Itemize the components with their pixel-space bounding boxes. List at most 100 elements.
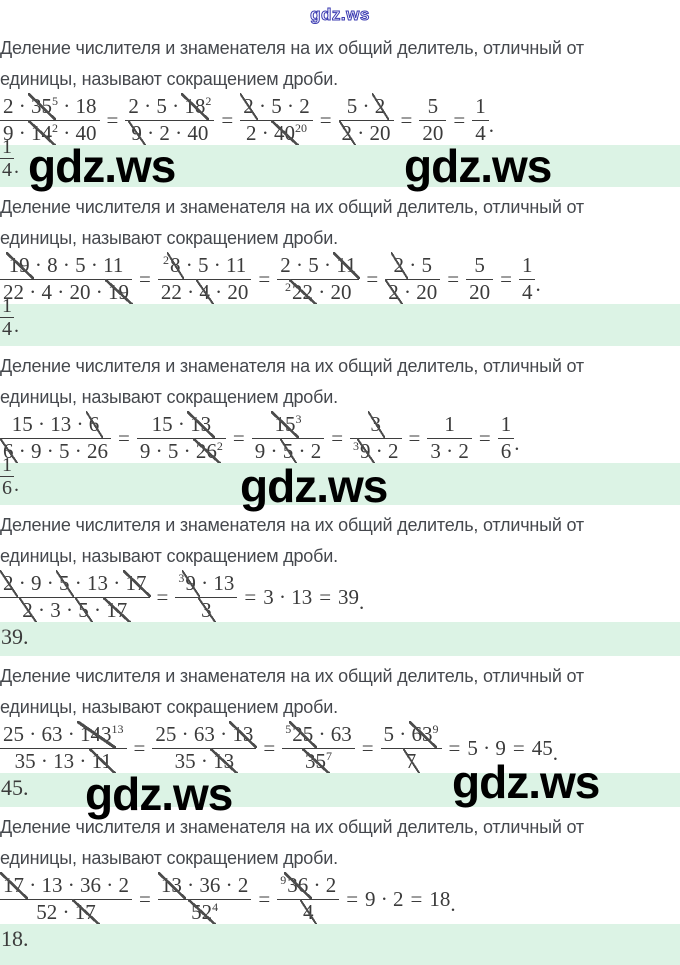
equals-sign: = (366, 266, 379, 291)
multiplication-dot: · (440, 438, 459, 463)
cancelled-number: 9 (182, 570, 200, 597)
multiplication-dot: · (52, 279, 70, 304)
cancelled-number: 13 (187, 411, 216, 438)
numerator: 28 · 5 · 11 (157, 252, 252, 280)
multiplication-dot: · (370, 438, 389, 463)
numerator: 5 (466, 253, 494, 280)
denominator: 3 · 2 (427, 439, 472, 464)
number: 2 (280, 252, 291, 277)
cancelled-number: 25 (289, 721, 318, 748)
denominator: 52 · 17 (0, 898, 132, 925)
fraction: 39 · 13 3 (175, 570, 238, 623)
multiplication-dot: · (24, 721, 42, 746)
cancelled-number: 18 (181, 93, 210, 120)
right-superscript: 3 (295, 411, 302, 426)
numerator: 15 · 13 (136, 411, 226, 439)
equation: 17 · 13 · 36 · 2 52 · 17 = 13 · 36 · 2 524 = 9… (0, 872, 680, 925)
cancelled-number: 36 (284, 872, 313, 899)
numerator: 2 · 5 · 11 (277, 252, 361, 280)
multiplication-dot: · (32, 411, 51, 436)
number: 20 (369, 120, 391, 145)
numerator: 19 · 8 · 5 · 11 (0, 252, 132, 280)
denominator: 3 (175, 596, 237, 623)
cancelled-number: 17 (71, 898, 100, 925)
right-superscript: 2 (205, 93, 212, 108)
definition-line-1: Деление числителя и знаменателя на их об… (0, 38, 584, 58)
number: 5 (75, 252, 86, 277)
equals-sign: = (319, 584, 332, 609)
number: 5 (308, 252, 319, 277)
multiplication-dot: · (69, 570, 87, 595)
cancelled-number: 17 (103, 596, 132, 623)
number: 3 (50, 597, 61, 622)
number: 20 (227, 279, 249, 304)
equals-sign: = (221, 107, 234, 132)
number: 20 (69, 279, 91, 304)
period: . (14, 314, 19, 337)
fraction: 5 20 (466, 253, 494, 304)
multiplication-dot: · (101, 872, 119, 897)
fraction: 2 · 5 · 182 9 · 2 · 40 (125, 93, 215, 146)
cancelled-number: 5 (279, 437, 297, 464)
cancelled-number: 22 (289, 278, 318, 305)
fraction: 25 · 63 · 14313 35 · 13 · 11 (0, 721, 127, 774)
cancelled-number: 9 (128, 119, 146, 146)
multiplication-dot: · (394, 721, 412, 746)
gdz-watermark: gdz.ws (452, 756, 600, 808)
number: 5 (156, 93, 167, 118)
fraction: 19 · 8 · 5 · 11 22 · 4 · 20 · 19 (0, 252, 133, 305)
numerator: 13 · 36 · 2 (157, 872, 252, 900)
number: 63 (193, 721, 215, 746)
cancelled-number: 4 (196, 278, 214, 305)
denominator: 9 · 142 · 40 (0, 119, 100, 146)
number: 18 (75, 93, 97, 118)
numerator: 17 · 13 · 36 · 2 (0, 872, 132, 900)
gdz-watermark: gdz.ws (404, 140, 552, 192)
multiplication-dot: · (58, 120, 76, 145)
answer-band: 45. gdz.ws gdz.ws (0, 759, 680, 817)
multiplication-dot: · (404, 252, 422, 277)
right-superscript: 2 (216, 438, 223, 453)
number: 6 (500, 438, 512, 463)
equals-sign: = (263, 735, 276, 760)
answer-band: 1 6. gdz.ws (0, 454, 680, 509)
number: 35 (174, 748, 196, 773)
multiplication-dot: · (13, 570, 31, 595)
multiplication-dot: · (24, 872, 42, 897)
multiplication-dot: · (273, 584, 292, 609)
solution-block: Деление числителя и знаменателя на их об… (0, 505, 680, 656)
numerator: 5 · 2 (338, 93, 394, 121)
number: 45 (531, 735, 553, 760)
number: 4 (521, 279, 533, 304)
numerator: 2 · 5 (385, 252, 441, 280)
numerator: 1 (497, 411, 515, 439)
multiplication-dot: · (57, 899, 75, 924)
number: 36 (199, 872, 221, 897)
numerator: 5 (419, 94, 447, 121)
equation: 2 · 9 · 5 · 13 · 17 2 · 3 · 5 · 17 = 39 · 1… (0, 570, 680, 623)
multiplication-dot: · (256, 120, 274, 145)
multiplication-dot: · (150, 438, 168, 463)
number: 9 (31, 570, 42, 595)
right-superscript: 2 (52, 120, 58, 135)
multiplication-dot: · (172, 411, 191, 436)
definition-text: Деление числителя и знаменателя на их об… (0, 187, 680, 254)
numerator: 525 · 63 (282, 721, 355, 749)
right-superscript: 4 (212, 899, 219, 914)
definition-line-2: единицы, называют сокращением дроби. (0, 697, 338, 717)
cancelled-number: 19 (105, 278, 133, 305)
answer-value: 39. (1, 624, 29, 649)
equals-sign: = (478, 425, 491, 450)
expression: 3 · 13 (263, 585, 312, 610)
multiplication-dot: · (352, 120, 370, 145)
equals-sign: = (512, 735, 525, 760)
multiplication-dot: · (41, 438, 59, 463)
equals-sign: = (133, 735, 146, 760)
number: 1 (500, 411, 512, 436)
denominator: 524 (158, 898, 252, 925)
